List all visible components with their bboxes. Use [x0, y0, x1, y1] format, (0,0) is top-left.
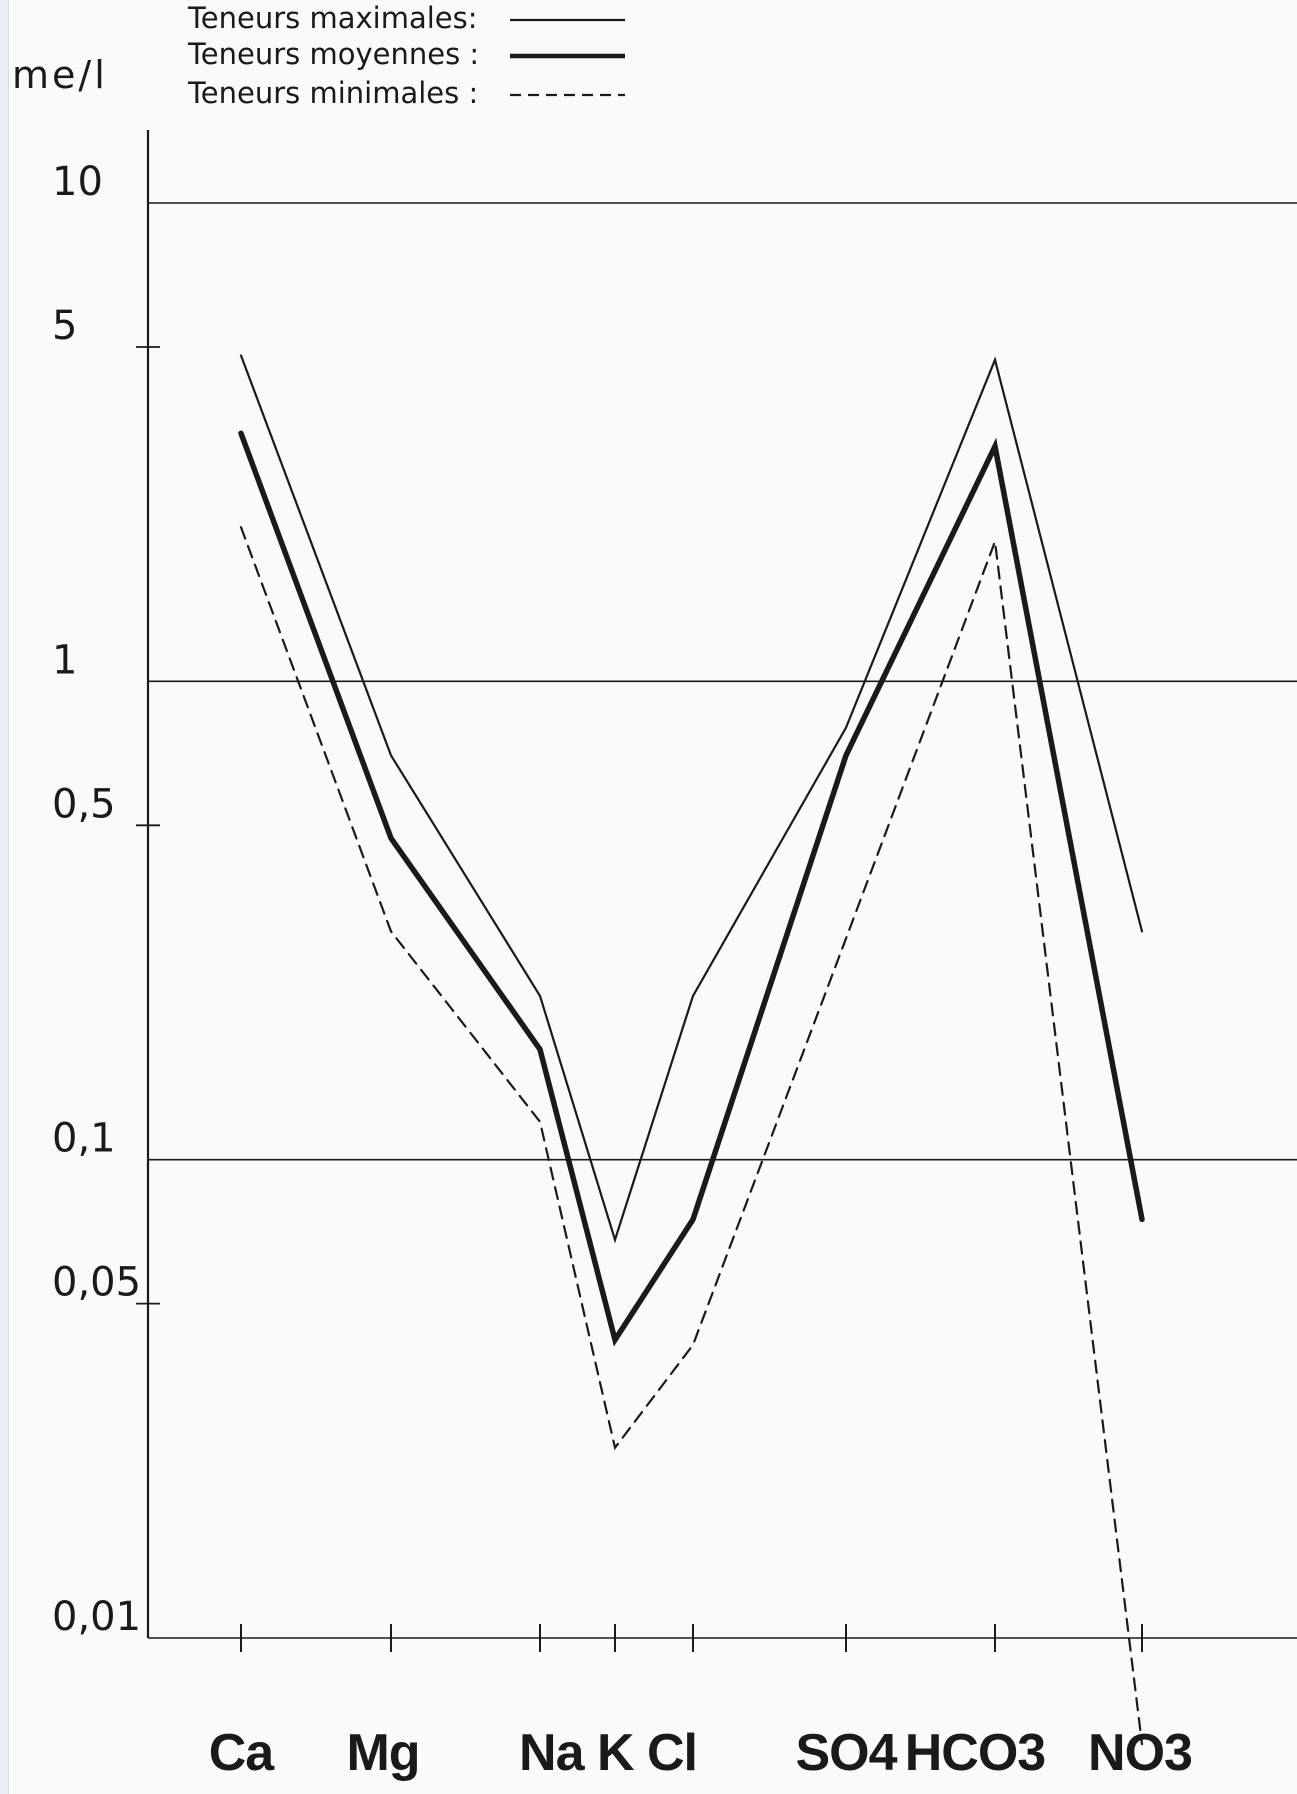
y-ticks: 10 5 1 0,5 0,1 0,05 0,01	[52, 159, 160, 1640]
legend: Teneurs maximales:Teneurs moyennes : Tene…	[187, 1, 625, 110]
series-line-thick	[238, 430, 1145, 1347]
x-ticks	[240, 1624, 1143, 1652]
category-label-4: HCO3	[905, 1724, 1046, 1782]
legend-label-thick: Teneurs moyennes :	[187, 37, 479, 71]
y-tick-label-6: 0,01	[52, 1594, 141, 1640]
category-label-3: SO4	[795, 1724, 897, 1782]
category-label-5: NO3	[1088, 1724, 1192, 1782]
category-label-0: Ca	[209, 1724, 276, 1782]
y-tick-label-3: 0,5	[52, 781, 116, 827]
y-tick-label-0: 10	[52, 159, 103, 205]
y-tick-label-2: 1	[52, 637, 77, 683]
y-tick-label-1: 5	[52, 303, 77, 349]
y-axis-label: me/l	[12, 53, 108, 97]
category-label-1: Mg	[346, 1724, 419, 1782]
y-tick-label-4: 0,1	[52, 1116, 116, 1162]
category-label-2: Na K Cl	[519, 1724, 697, 1782]
gridlines	[148, 202, 1297, 1639]
series-line-thin	[239, 354, 1144, 1244]
legend-label-thin: Teneurs maximales:	[187, 1, 478, 35]
series-lines	[238, 354, 1145, 1746]
legend-label-dashed: Teneurs minimales :	[187, 76, 478, 110]
series-line-dashed	[239, 526, 1144, 1746]
y-tick-label-5: 0,05	[52, 1260, 141, 1306]
category-labels: Ca Mg Na K Cl SO4 HCO3 NO3	[209, 1724, 1193, 1782]
